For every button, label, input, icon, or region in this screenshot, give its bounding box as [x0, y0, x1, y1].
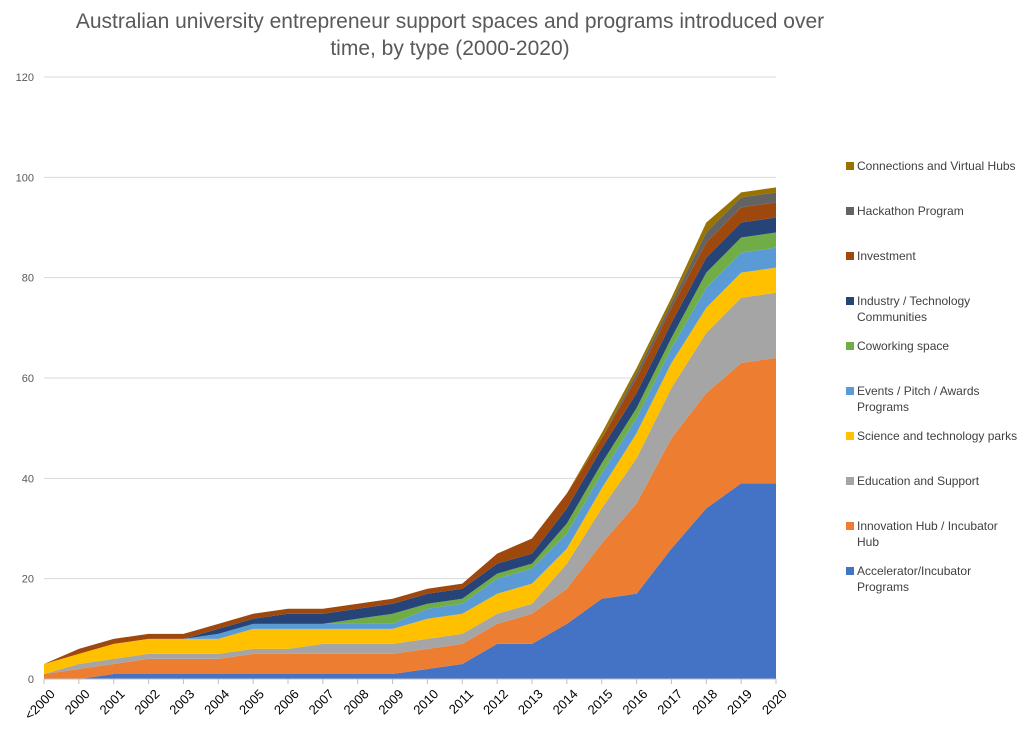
y-tick-label: 20 — [22, 574, 34, 586]
legend-item: Connections and Virtual Hubs — [846, 158, 1022, 174]
legend-swatch — [846, 297, 854, 305]
legend-swatch — [846, 567, 854, 575]
x-tick-label: 2019 — [724, 686, 755, 717]
legend-item: Events / Pitch / Awards Programs — [846, 383, 1022, 415]
y-tick-label: 120 — [16, 72, 34, 84]
x-tick-label: 2017 — [654, 686, 685, 717]
x-tick-label: 2016 — [619, 686, 650, 717]
legend-label: Investment — [857, 249, 916, 263]
legend-item: Industry / Technology Communities — [846, 293, 1022, 325]
legend-label: Innovation Hub / Incubator Hub — [857, 519, 998, 549]
legend-swatch — [846, 342, 854, 350]
y-tick-label: 40 — [22, 473, 34, 485]
legend-label: Science and technology parks — [857, 429, 1018, 443]
area-series-2 — [44, 292, 776, 674]
legend-label: Connections and Virtual Hubs — [857, 159, 1016, 173]
y-tick-label: 80 — [22, 273, 34, 285]
x-tick-label: 2002 — [131, 686, 162, 717]
x-tick-label: 2003 — [166, 686, 197, 717]
y-tick-label: 100 — [16, 172, 34, 184]
legend-label: Events / Pitch / Awards Programs — [857, 384, 980, 414]
x-tick-label: 2004 — [201, 686, 232, 717]
x-tick-label: <2000 — [21, 686, 57, 722]
x-tick-label: 2020 — [759, 686, 790, 717]
legend-swatch — [846, 162, 854, 170]
x-tick-label: 2006 — [271, 686, 302, 717]
legend-label: Accelerator/Incubator Programs — [857, 564, 972, 594]
area-series-9 — [44, 187, 776, 664]
x-tick-label: 2013 — [515, 686, 546, 717]
legend-item: Accelerator/Incubator Programs — [846, 563, 1022, 595]
y-tick-label: 0 — [28, 674, 34, 686]
area-series-1 — [44, 357, 776, 679]
legend-swatch — [846, 387, 854, 395]
y-tick-label: 60 — [22, 373, 34, 385]
x-tick-label: 2010 — [410, 686, 441, 717]
legend-swatch — [846, 207, 854, 215]
legend-item: Innovation Hub / Incubator Hub — [846, 518, 1022, 550]
stacked-areas — [44, 187, 776, 679]
legend-swatch — [846, 432, 854, 440]
x-tick-label: 2009 — [375, 686, 406, 717]
x-tick-label: 2018 — [689, 686, 720, 717]
legend-item: Science and technology parks — [846, 428, 1022, 444]
legend-item: Hackathon Program — [846, 203, 1022, 219]
legend-swatch — [846, 477, 854, 485]
legend-item: Investment — [846, 248, 1022, 264]
x-tick-label: 2012 — [480, 686, 511, 717]
x-tick-label: 2015 — [585, 686, 616, 717]
x-tick-label: 2011 — [446, 686, 476, 716]
legend-label: Education and Support — [857, 474, 980, 488]
x-tick-label: 2007 — [306, 686, 337, 717]
x-tick-label: 2000 — [62, 686, 93, 717]
legend-item: Education and Support — [846, 473, 1022, 489]
legend-swatch — [846, 252, 854, 260]
x-tick-label: 2008 — [341, 686, 372, 717]
legend-swatch — [846, 522, 854, 530]
chart-title: Australian university entrepreneur suppo… — [75, 10, 825, 60]
legend-item: Coworking space — [846, 338, 1022, 354]
x-tick-label: 2014 — [550, 686, 581, 717]
legend-label: Hackathon Program — [857, 204, 964, 218]
area-series-0 — [44, 483, 776, 679]
x-tick-label: 2001 — [97, 686, 128, 717]
legend-label: Coworking space — [857, 339, 950, 353]
legend-label: Industry / Technology Communities — [857, 294, 971, 324]
x-tick-label: 2005 — [236, 686, 267, 717]
